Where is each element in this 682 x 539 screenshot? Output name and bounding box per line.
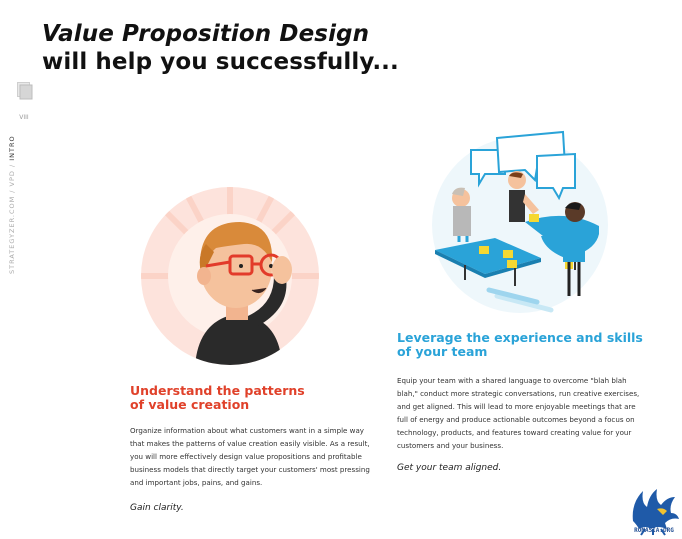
thinking-man-illustration — [141, 187, 319, 365]
heading-line-2: of value creation — [130, 397, 250, 412]
section-body-team: Equip your team with a shared language t… — [397, 376, 640, 450]
site-path: STRATEGYZER.COM / VPD / — [8, 160, 16, 274]
tagline-gain-clarity: Gain clarity. — [130, 503, 184, 513]
heading-line-1: Leverage the experience and skills — [397, 330, 643, 345]
heading-line-2: of your team — [397, 344, 488, 359]
section-label: INTRO — [8, 135, 16, 161]
title-line-2: will help you successfully... — [42, 49, 399, 75]
page-number: VIII — [19, 114, 29, 121]
eagle-logo-icon — [632, 489, 679, 536]
section-path: STRATEGYZER.COM / VPD / INTRO — [6, 124, 18, 274]
section-heading-value-creation: Understand the patterns of value creatio… — [130, 384, 305, 412]
title-line-1: Value Proposition Design — [42, 21, 370, 47]
heading-line-1: Understand the patterns — [130, 383, 305, 398]
tagline-team-aligned: Get your team aligned. — [397, 463, 502, 473]
team-meeting-illustration — [432, 130, 608, 313]
book-icon — [17, 82, 33, 100]
section-body-value-creation: Organize information about what customer… — [130, 426, 370, 487]
page-title: Value Proposition Design will help you s… — [42, 20, 399, 76]
watermark-text: ROMASIA.ORG — [634, 527, 674, 534]
section-heading-team: Leverage the experience and skills of yo… — [397, 331, 643, 359]
